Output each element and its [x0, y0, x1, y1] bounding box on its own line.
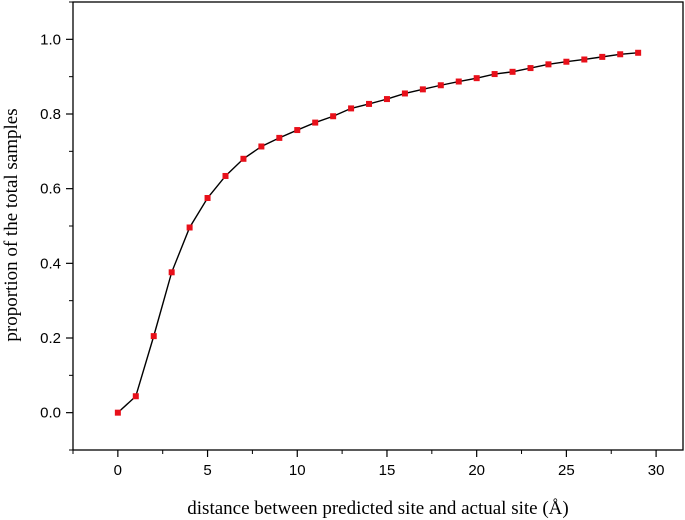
series-layer: [114, 49, 642, 416]
data-point: [509, 68, 516, 75]
data-point: [312, 119, 319, 126]
y-axis-title: proportion of the total samples: [1, 108, 22, 341]
y-axis-ticks: 0.0 0.2 0.4 0.6 0.8 1.0: [40, 1, 73, 451]
y-tick-label: 0.4: [40, 255, 61, 272]
data-point: [437, 82, 444, 89]
data-point: [545, 61, 552, 68]
y-tick-label: 0.0: [40, 405, 61, 422]
data-point: [348, 105, 355, 112]
x-axis-ticks: 0 5 10 15 20 25 30: [72, 450, 665, 479]
x-tick-label: 20: [468, 462, 485, 479]
data-point: [635, 49, 642, 56]
data-point: [491, 71, 498, 78]
x-tick-label: 0: [114, 462, 122, 479]
x-tick-label: 30: [648, 462, 665, 479]
plot-border: [72, 1, 684, 451]
data-point: [383, 96, 390, 103]
data-point: [330, 113, 337, 120]
data-point: [150, 333, 157, 340]
data-point: [455, 78, 462, 85]
data-point: [294, 127, 301, 134]
data-point: [222, 172, 229, 179]
data-point: [401, 90, 408, 97]
x-tick-label: 10: [289, 462, 306, 479]
data-point: [473, 75, 480, 82]
plot-frame: [72, 1, 684, 451]
x-tick-label: 15: [379, 462, 396, 479]
data-point: [114, 409, 121, 416]
x-tick-label: 5: [203, 462, 211, 479]
data-point: [240, 155, 247, 162]
y-tick-label: 0.6: [40, 181, 61, 198]
data-point: [276, 134, 283, 141]
series-line: [117, 52, 639, 414]
data-point: [366, 100, 373, 107]
y-tick-label: 0.8: [40, 106, 61, 123]
y-tick-label: 0.2: [40, 330, 61, 347]
data-point: [168, 269, 175, 276]
data-point: [419, 86, 426, 93]
data-point: [204, 195, 211, 201]
x-axis-title: distance between predicted site and actu…: [187, 498, 568, 519]
data-point: [132, 393, 139, 400]
data-point: [186, 224, 193, 231]
data-point: [258, 143, 265, 150]
data-point: [581, 56, 588, 63]
data-point: [563, 58, 570, 65]
y-tick-label: 1.0: [40, 31, 61, 48]
data-point: [617, 51, 624, 58]
data-point: [527, 65, 534, 72]
x-tick-label: 25: [558, 462, 575, 479]
data-point: [599, 53, 606, 60]
